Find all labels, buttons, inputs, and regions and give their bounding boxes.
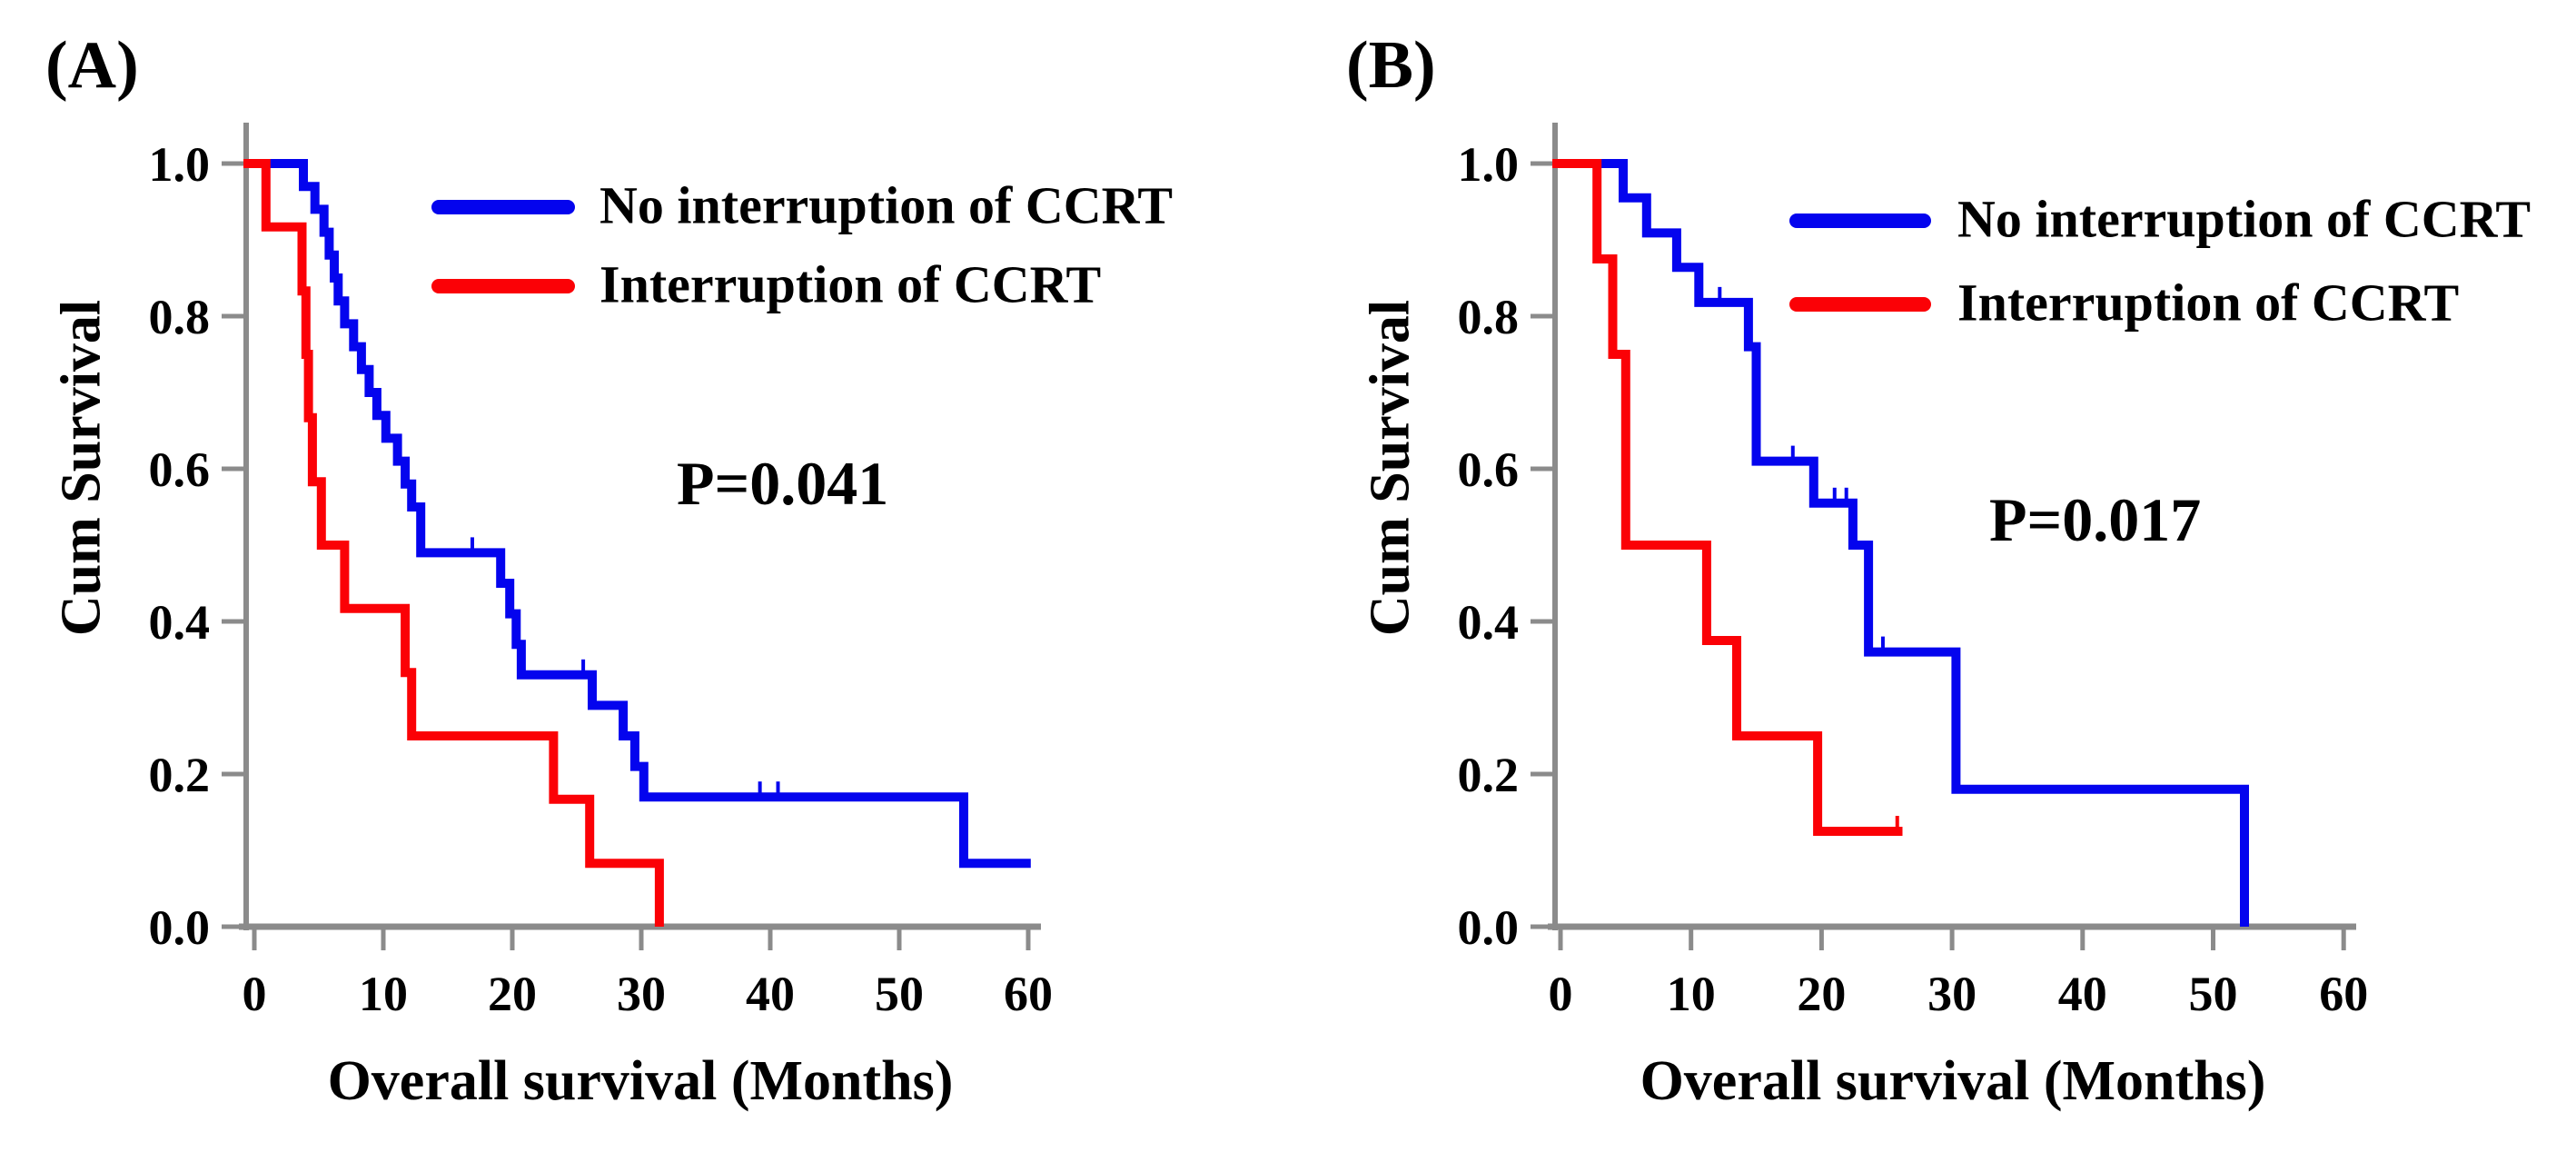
x-tick-label: 30 bbox=[1927, 967, 1977, 1021]
x-tick-label: 40 bbox=[2058, 967, 2107, 1021]
y-tick-label: 1.0 bbox=[1458, 137, 1520, 192]
survival-curve-interruption-of-ccrt bbox=[1552, 159, 1903, 836]
x-tick-label: 0 bbox=[1549, 967, 1573, 1021]
survival-curve-no-interruption-of-ccrt bbox=[1552, 159, 2249, 927]
panel-a-x-axis-title: Overall survival (Months) bbox=[327, 1050, 954, 1112]
survival-curve-no-interruption-of-ccrt bbox=[243, 159, 1031, 869]
y-tick-label: 1.0 bbox=[149, 137, 211, 192]
panel-a-label: (A) bbox=[45, 28, 139, 103]
panel-b-y-axis-title: Cum Survival bbox=[1359, 299, 1422, 637]
x-tick-label: 50 bbox=[2189, 967, 2238, 1021]
panel-b-legend-label-interruption: Interruption of CCRT bbox=[1957, 273, 2460, 333]
panel-b-label: (B) bbox=[1346, 28, 1436, 103]
y-tick-label: 0.2 bbox=[1458, 748, 1520, 802]
x-tick-label: 20 bbox=[488, 967, 537, 1021]
panel-b-x-axis-title: Overall survival (Months) bbox=[1640, 1050, 2266, 1112]
x-tick-label: 10 bbox=[1667, 967, 1716, 1021]
x-tick-label: 0 bbox=[243, 967, 267, 1021]
panel-a-plot: 0 10 20 30 40 50 60 1.0 0.8 0.6 0.4 0.2 0.0 bbox=[149, 123, 1053, 1021]
panel-a-legend-label-interruption: Interruption of CCRT bbox=[599, 254, 1102, 314]
x-tick-label: 10 bbox=[359, 967, 408, 1021]
y-tick-label: 0.0 bbox=[149, 900, 211, 955]
y-tick-label: 0.6 bbox=[1458, 442, 1520, 497]
y-tick-label: 0.4 bbox=[1458, 595, 1520, 650]
panel-a-legend-label-no-interruption: No interruption of CCRT bbox=[599, 175, 1174, 235]
y-tick-label: 0.0 bbox=[1458, 900, 1520, 955]
y-tick-label: 0.6 bbox=[149, 442, 211, 497]
y-tick-label: 0.4 bbox=[149, 595, 211, 650]
panel-b-legend-label-no-interruption: No interruption of CCRT bbox=[1957, 189, 2531, 249]
x-tick-label: 40 bbox=[746, 967, 795, 1021]
x-tick-label: 60 bbox=[1004, 967, 1053, 1021]
panel-a-y-axis-title: Cum Survival bbox=[50, 299, 113, 637]
x-tick-label: 60 bbox=[2319, 967, 2368, 1021]
y-tick-label: 0.8 bbox=[149, 290, 211, 344]
panel-b-pvalue: P=0.017 bbox=[1989, 485, 2202, 554]
x-tick-label: 20 bbox=[1797, 967, 1846, 1021]
y-tick-label: 0.8 bbox=[1458, 290, 1520, 344]
survival-curve-interruption-of-ccrt bbox=[243, 159, 664, 927]
x-tick-label: 30 bbox=[617, 967, 666, 1021]
y-tick-label: 0.2 bbox=[149, 748, 211, 802]
panel-b-plot: 0 10 20 30 40 50 60 1.0 0.8 0.6 0.4 0.2 0.0 bbox=[1458, 123, 2368, 1021]
panel-a-pvalue: P=0.041 bbox=[677, 449, 889, 518]
x-tick-label: 50 bbox=[875, 967, 924, 1021]
